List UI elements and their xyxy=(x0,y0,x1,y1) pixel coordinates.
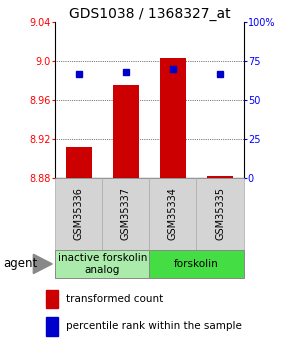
Bar xyxy=(55,178,102,250)
Bar xyxy=(66,147,92,178)
Bar xyxy=(196,178,244,250)
Bar xyxy=(207,176,233,178)
Text: forskolin: forskolin xyxy=(174,259,219,269)
Text: GSM35337: GSM35337 xyxy=(121,187,131,240)
Bar xyxy=(160,58,186,178)
Text: GSM35336: GSM35336 xyxy=(74,187,84,240)
Text: inactive forskolin
analog: inactive forskolin analog xyxy=(57,253,147,275)
Text: GSM35335: GSM35335 xyxy=(215,187,225,240)
Bar xyxy=(113,85,139,178)
Bar xyxy=(102,178,149,250)
Bar xyxy=(55,250,149,278)
Title: GDS1038 / 1368327_at: GDS1038 / 1368327_at xyxy=(68,7,230,21)
Bar xyxy=(46,317,58,335)
Polygon shape xyxy=(33,254,52,274)
Text: percentile rank within the sample: percentile rank within the sample xyxy=(66,322,241,332)
Bar xyxy=(149,178,197,250)
Bar xyxy=(46,290,58,308)
Text: GSM35334: GSM35334 xyxy=(168,187,178,240)
Text: agent: agent xyxy=(3,257,37,270)
Text: transformed count: transformed count xyxy=(66,294,163,304)
Bar xyxy=(149,250,244,278)
